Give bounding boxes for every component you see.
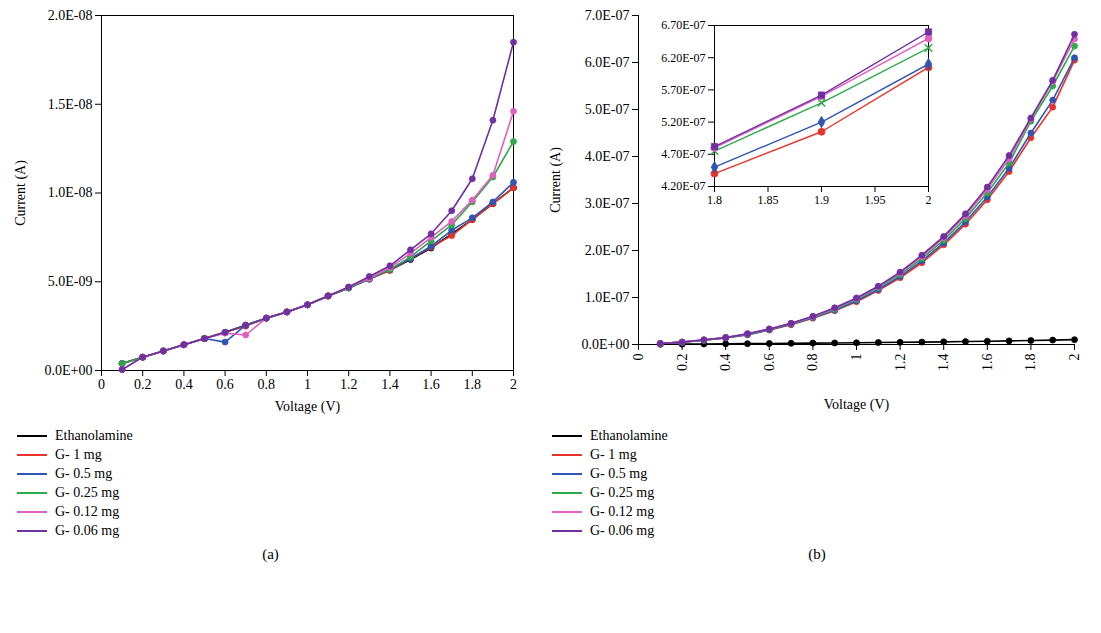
svg-text:0.2: 0.2	[675, 354, 690, 372]
svg-text:1.6: 1.6	[422, 377, 440, 392]
svg-text:1.6: 1.6	[980, 354, 995, 372]
html-text:G- 1 mg: G- 1 mg	[590, 447, 637, 462]
svg-text:5.0E-07: 5.0E-07	[585, 102, 630, 117]
html-text:G- 0.5 mg: G- 0.5 mg	[590, 466, 648, 481]
svg-text:4.0E-07: 4.0E-07	[585, 149, 630, 164]
svg-text:1.0E-08: 1.0E-08	[48, 185, 93, 200]
svg-text:0.6: 0.6	[216, 377, 234, 392]
svg-text:4.20E-07: 4.20E-07	[661, 179, 705, 193]
svg-text:0.4: 0.4	[718, 354, 733, 372]
svg-text:1.8: 1.8	[707, 193, 722, 207]
svg-text:1.0E-07: 1.0E-07	[585, 290, 630, 305]
svg-text:3.0E-07: 3.0E-07	[585, 196, 630, 211]
html-text:G- 0.06 mg: G- 0.06 mg	[55, 523, 120, 538]
svg-text:6.20E-07: 6.20E-07	[661, 51, 705, 65]
svg-text:1.8: 1.8	[1023, 354, 1038, 372]
svg-text:0.4: 0.4	[175, 377, 193, 392]
html-text:G- 0.12 mg: G- 0.12 mg	[590, 504, 655, 519]
svg-text:2.0E-07: 2.0E-07	[585, 243, 630, 258]
html-text:(a): (a)	[262, 546, 279, 562]
html-text:G- 0.5 mg: G- 0.5 mg	[55, 466, 113, 481]
html-text:G- 0.25 mg: G- 0.25 mg	[590, 485, 655, 500]
svg-text:5.20E-07: 5.20E-07	[661, 115, 705, 129]
svg-text:1: 1	[849, 354, 864, 361]
svg-text:0: 0	[631, 354, 646, 361]
svg-text:2: 2	[1067, 354, 1082, 361]
svg-text:2: 2	[926, 193, 932, 207]
svg-text:0.0E+00: 0.0E+00	[45, 363, 93, 378]
svg-text:5.0E-09: 5.0E-09	[48, 274, 93, 289]
html-text:Ethanolamine: Ethanolamine	[590, 428, 668, 443]
html-text:G- 0.06 mg: G- 0.06 mg	[590, 523, 655, 538]
svg-text:7.0E-07: 7.0E-07	[585, 8, 630, 23]
svg-text:1.9: 1.9	[814, 193, 829, 207]
svg-text:0.8: 0.8	[805, 354, 820, 372]
svg-text:1.2: 1.2	[893, 354, 908, 372]
svg-text:2: 2	[510, 377, 517, 392]
svg-text:4.70E-07: 4.70E-07	[661, 147, 705, 161]
svg-text:1.95: 1.95	[865, 193, 886, 207]
svg-text:Voltage (V): Voltage (V)	[824, 397, 890, 413]
html-text:G- 0.12 mg: G- 0.12 mg	[55, 504, 120, 519]
svg-text:6.70E-07: 6.70E-07	[661, 18, 705, 32]
svg-text:0.2: 0.2	[134, 377, 152, 392]
svg-text:1.2: 1.2	[340, 377, 358, 392]
svg-text:1.4: 1.4	[936, 354, 951, 372]
svg-text:0.6: 0.6	[762, 354, 777, 372]
svg-text:1.8: 1.8	[464, 377, 482, 392]
svg-text:2.0E-08: 2.0E-08	[48, 8, 93, 23]
svg-text:0.8: 0.8	[258, 377, 276, 392]
svg-text:1.4: 1.4	[381, 377, 399, 392]
svg-text:Voltage (V): Voltage (V)	[275, 399, 341, 415]
svg-text:0: 0	[98, 377, 105, 392]
svg-text:0.0E+00: 0.0E+00	[582, 337, 630, 352]
svg-text:Current (A): Current (A)	[548, 147, 564, 213]
svg-text:Current (A): Current (A)	[13, 160, 29, 226]
svg-text:1: 1	[304, 377, 311, 392]
html-text:(b): (b)	[808, 546, 826, 562]
html-text:Ethanolamine: Ethanolamine	[55, 428, 133, 443]
html-text:G- 1 mg: G- 1 mg	[55, 447, 102, 462]
svg-text:1.5E-08: 1.5E-08	[48, 97, 93, 112]
svg-text:5.70E-07: 5.70E-07	[661, 83, 705, 97]
svg-text:1.85: 1.85	[758, 193, 779, 207]
html-text:G- 0.25 mg: G- 0.25 mg	[55, 485, 120, 500]
svg-text:6.0E-07: 6.0E-07	[585, 55, 630, 70]
